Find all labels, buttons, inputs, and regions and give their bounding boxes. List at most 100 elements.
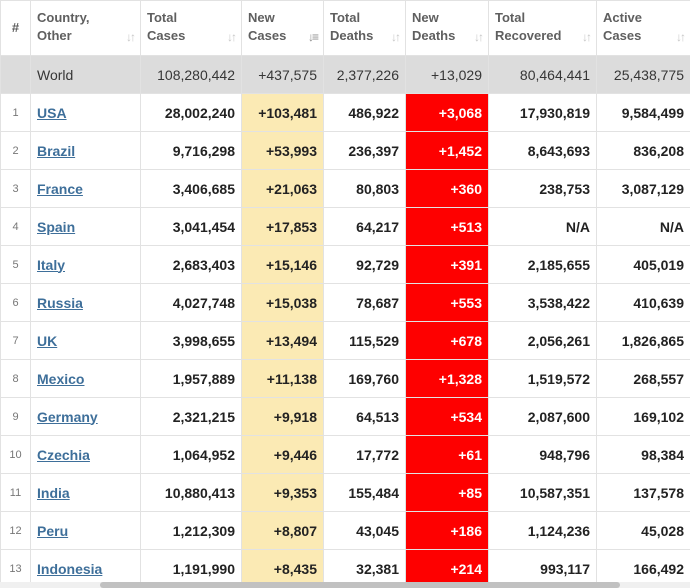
world-total-recovered: 80,464,441 [488,55,597,94]
table-row: 3 France 3,406,685 +21,063 80,803 +360 238,753… [0,169,690,208]
row-index: 3 [0,169,31,208]
total-cases-column-header[interactable]: Total Cases ↓↑ [140,0,242,56]
scrollbar-thumb[interactable] [100,582,620,588]
sort-icon[interactable]: ↓↑ [676,30,686,44]
total-recovered-cell: 238,753 [488,169,597,208]
total-recovered-cell: 3,538,422 [488,283,597,322]
active-cases-cell: 405,019 [596,245,690,284]
new-deaths-cell: +1,328 [405,359,489,398]
total-recovered-cell: 1,124,236 [488,511,597,550]
sort-icon[interactable]: ↓↑ [227,30,237,44]
country-link[interactable]: Mexico [37,370,85,387]
country-cell: Czechia [30,435,141,474]
total-recovered-cell: 10,587,351 [488,473,597,512]
table-row: 1 USA 28,002,240 +103,481 486,922 +3,068 17,93… [0,93,690,132]
sort-icon[interactable]: ↓↑ [391,30,401,44]
world-active-cases: 25,438,775 [596,55,690,94]
world-index-cell [0,55,31,94]
table-row: 9 Germany 2,321,215 +9,918 64,513 +534 2,087,6… [0,397,690,436]
country-link[interactable]: Germany [37,408,98,425]
country-link[interactable]: Russia [37,294,83,311]
table-row: 12 Peru 1,212,309 +8,807 43,045 +186 1,124,236… [0,511,690,550]
country-link[interactable]: Indonesia [37,560,103,577]
index-column-header: # [0,0,31,56]
new-deaths-column-header[interactable]: New Deaths ↓↑ [405,0,489,56]
country-cell: Peru [30,511,141,550]
sort-descending-icon[interactable]: ↓≡ [307,30,319,44]
world-total-cases: 108,280,442 [140,55,242,94]
active-cases-cell: 1,826,865 [596,321,690,360]
country-link[interactable]: Brazil [37,142,76,159]
sort-icon[interactable]: ↓↑ [582,30,592,44]
row-index: 4 [0,207,31,246]
active-cases-cell: 166,492 [596,549,690,588]
country-link[interactable]: Spain [37,218,76,235]
table-row: 10 Czechia 1,064,952 +9,446 17,772 +61 948,796… [0,435,690,474]
total-deaths-column-header[interactable]: Total Deaths ↓↑ [323,0,406,56]
total-cases-cell: 3,406,685 [140,169,242,208]
world-total-row: World 108,280,442 +437,575 2,377,226 +13… [0,55,690,94]
total-recovered-cell: 2,185,655 [488,245,597,284]
country-cell: UK [30,321,141,360]
country-cell: Spain [30,207,141,246]
table-row: 2 Brazil 9,716,298 +53,993 236,397 +1,452 8,64… [0,131,690,170]
total-deaths-cell: 64,513 [323,397,406,436]
total-deaths-cell: 64,217 [323,207,406,246]
total-cases-cell: 1,212,309 [140,511,242,550]
country-link[interactable]: Peru [37,522,69,539]
total-deaths-cell: 92,729 [323,245,406,284]
total-cases-cell: 9,716,298 [140,131,242,170]
new-cases-cell: +21,063 [241,169,324,208]
table-header-row: # Country, Other ↓↑ Total Cases ↓↑ New Case… [0,0,690,56]
total-cases-cell: 3,998,655 [140,321,242,360]
total-deaths-cell: 80,803 [323,169,406,208]
active-cases-cell: 410,639 [596,283,690,322]
country-cell: Russia [30,283,141,322]
total-deaths-cell: 32,381 [323,549,406,588]
total-recovered-cell: 8,643,693 [488,131,597,170]
active-cases-cell: 45,028 [596,511,690,550]
country-cell: France [30,169,141,208]
row-index: 6 [0,283,31,322]
new-deaths-cell: +678 [405,321,489,360]
total-recovered-cell: 1,519,572 [488,359,597,398]
new-cases-cell: +9,918 [241,397,324,436]
world-new-deaths: +13,029 [405,55,489,94]
country-column-header[interactable]: Country, Other ↓↑ [30,0,141,56]
country-link[interactable]: USA [37,104,67,121]
new-cases-cell: +15,038 [241,283,324,322]
country-cell: Germany [30,397,141,436]
country-cell: Mexico [30,359,141,398]
total-cases-cell: 3,041,454 [140,207,242,246]
total-deaths-cell: 486,922 [323,93,406,132]
total-recovered-column-header[interactable]: Total Recovered ↓↑ [488,0,597,56]
new-cases-cell: +103,481 [241,93,324,132]
total-deaths-cell: 78,687 [323,283,406,322]
total-deaths-cell: 155,484 [323,473,406,512]
sort-icon[interactable]: ↓↑ [126,30,136,44]
country-cell: Italy [30,245,141,284]
total-deaths-cell: 17,772 [323,435,406,474]
country-link[interactable]: Italy [37,256,66,273]
total-deaths-cell: 43,045 [323,511,406,550]
country-link[interactable]: France [37,180,83,197]
table-row: 6 Russia 4,027,748 +15,038 78,687 +553 3,538,4… [0,283,690,322]
total-recovered-cell: 993,117 [488,549,597,588]
table-row: 4 Spain 3,041,454 +17,853 64,217 +513 N/A N/A [0,207,690,246]
new-deaths-cell: +513 [405,207,489,246]
country-link[interactable]: Czechia [37,446,90,463]
row-index: 1 [0,93,31,132]
world-new-cases: +437,575 [241,55,324,94]
horizontal-scrollbar[interactable] [0,582,690,588]
total-cases-cell: 2,321,215 [140,397,242,436]
new-cases-cell: +53,993 [241,131,324,170]
country-link[interactable]: UK [37,332,58,349]
table-row: 13 Indonesia 1,191,990 +8,435 32,381 +214 993,… [0,549,690,588]
new-cases-column-header[interactable]: New Cases ↓≡ [241,0,324,56]
new-deaths-cell: +186 [405,511,489,550]
active-cases-column-header[interactable]: Active Cases ↓↑ [596,0,690,56]
country-link[interactable]: India [37,484,70,501]
sort-icon[interactable]: ↓↑ [474,30,484,44]
new-deaths-cell: +534 [405,397,489,436]
